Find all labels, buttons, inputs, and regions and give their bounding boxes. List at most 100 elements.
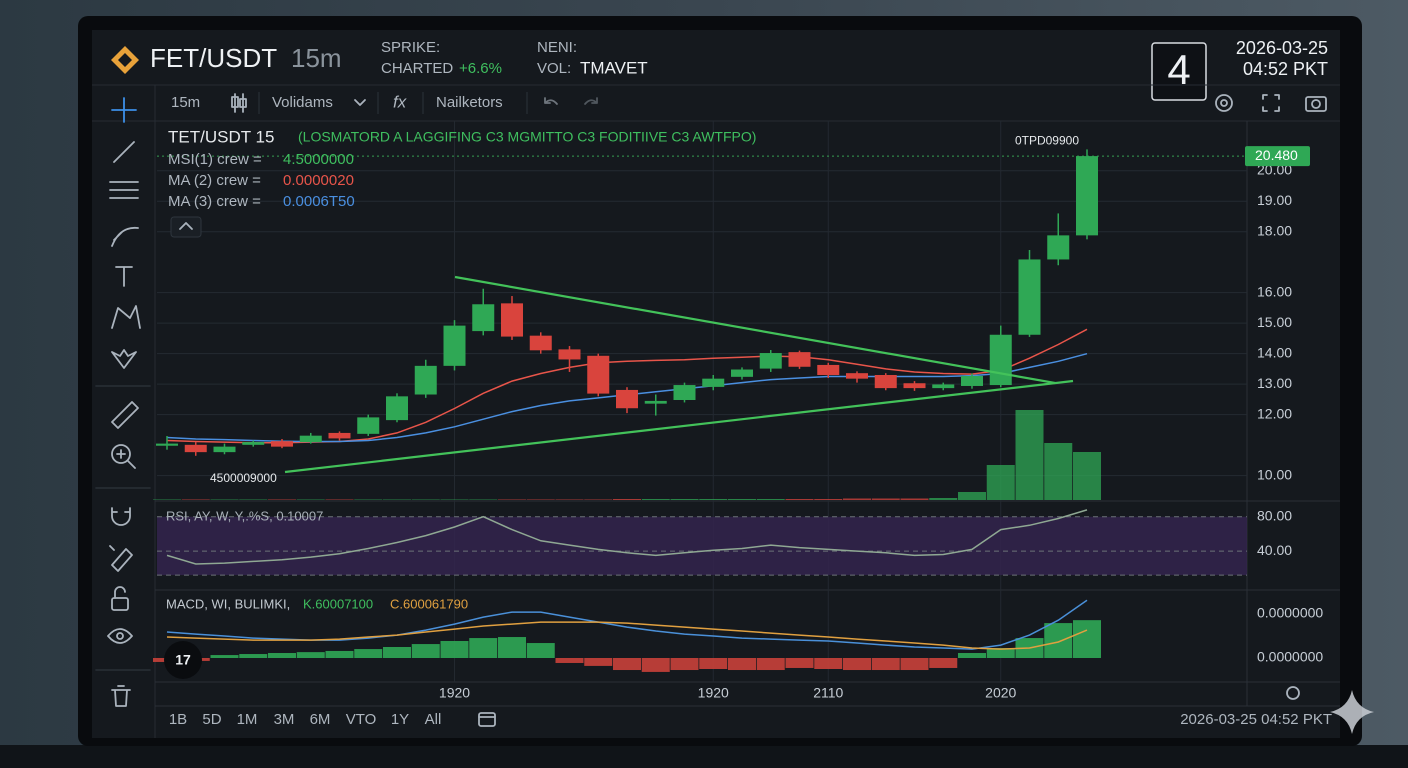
screenshot-button[interactable] (1305, 96, 1327, 112)
pattern-tool[interactable] (111, 305, 141, 329)
date-range-button[interactable] (478, 712, 496, 727)
brush-tool[interactable] (111, 226, 139, 247)
volume-bar (526, 499, 555, 500)
trendline[interactable] (454, 275, 1056, 385)
volume-button[interactable]: Volidams (272, 94, 333, 111)
trendline[interactable] (284, 379, 1074, 474)
volume-bar (814, 499, 843, 500)
y-tick-label: 13.00 (1257, 375, 1292, 391)
volume-bar (929, 498, 958, 500)
text-tool[interactable] (115, 266, 133, 287)
macd-histogram-bar (756, 658, 785, 671)
candle-body (961, 375, 983, 386)
candle-body (443, 325, 466, 366)
sparkle-icon (1330, 690, 1374, 734)
timestamp: 2026-03-25 04:52 PKT (1180, 711, 1332, 728)
candle-body (702, 378, 725, 387)
macd-histogram-bar (670, 658, 699, 671)
toolbar: 15m Volidams fx Nailketors (171, 92, 1327, 114)
badge: 4 (1167, 46, 1190, 93)
y-tick-label: 16.00 (1257, 283, 1292, 299)
macd-histogram-bar (354, 649, 383, 658)
settings-button[interactable] (1215, 94, 1233, 112)
candle-type-button[interactable] (231, 93, 247, 113)
function-button[interactable]: fx (393, 92, 407, 111)
fib-tool[interactable] (109, 181, 139, 199)
readout-name: MA (2) crew = (168, 172, 261, 189)
y-tick-label: 14.00 (1257, 344, 1292, 360)
lock-tool[interactable] (111, 586, 129, 611)
candle-body (213, 446, 236, 453)
candle-body (788, 352, 811, 367)
candle-body (529, 335, 552, 351)
readouts: MSI(1) crew = 4.5000000 MA (2) crew = 0.000… (168, 151, 355, 210)
volume-bar (1015, 410, 1044, 500)
range-button[interactable]: 6M (310, 711, 331, 728)
undo-button[interactable] (544, 97, 558, 105)
volume-bar (728, 499, 756, 500)
header: FET/USDT 15m SPRIKE: CHARTED +6.6% NENI:… (111, 38, 1328, 101)
forecast-tool[interactable] (111, 349, 137, 369)
range-button[interactable]: VTO (346, 711, 377, 728)
candle-body (357, 417, 380, 434)
range-button[interactable]: 1M (237, 711, 258, 728)
y-tick-label: 18.00 (1257, 222, 1292, 238)
range-button[interactable]: 3M (274, 711, 295, 728)
rsi-band (157, 516, 1247, 576)
stat-label: SPRIKE: (381, 39, 440, 56)
line-tool[interactable] (113, 141, 135, 163)
logo (111, 46, 139, 74)
macd-histogram-bar (900, 658, 929, 671)
macd-histogram-bar (469, 638, 498, 658)
annotation: 4500009000 (210, 471, 277, 485)
tv-logo: 17 (164, 641, 202, 679)
redo-button[interactable] (584, 97, 598, 105)
volume-bar (210, 499, 239, 500)
lock-drawings-tool[interactable] (109, 545, 133, 572)
readout-name: MA (3) crew = (168, 193, 261, 210)
candle-body (846, 373, 868, 379)
axis-settings-button[interactable] (1286, 686, 1300, 700)
collapse-button[interactable] (170, 216, 202, 238)
zoom-tool[interactable] (111, 444, 136, 469)
svg-text:17: 17 (175, 652, 191, 668)
badge-box (1151, 42, 1207, 101)
visibility-tool[interactable] (107, 628, 133, 644)
indicators-button[interactable]: Nailketors (436, 94, 503, 111)
dropdown-icon[interactable] (354, 99, 366, 106)
magnet-tool[interactable] (111, 507, 131, 526)
macd-histogram-bar (785, 658, 814, 668)
last-price-tag (1245, 146, 1310, 167)
delete-tool[interactable] (111, 685, 131, 707)
x-tick-label: 1920 (698, 685, 729, 701)
candle-body (1076, 156, 1098, 236)
indicator-line (166, 509, 1088, 565)
macd-histogram-bar (440, 640, 469, 658)
volume-bar (756, 499, 785, 500)
y-tick-label: 0.0000000 (1257, 649, 1323, 665)
crosshair-tool[interactable] (111, 97, 137, 123)
stat-value: TMAVET (580, 58, 648, 77)
candle-body (673, 385, 696, 400)
interval-button[interactable]: 15m (171, 94, 200, 111)
volume-bar (670, 499, 699, 500)
volume-bar (986, 465, 1015, 500)
candle-body (414, 365, 437, 395)
range-button[interactable]: 1Y (391, 711, 409, 728)
fullscreen-button[interactable] (1262, 94, 1280, 112)
symbol[interactable]: FET/USDT (150, 43, 277, 73)
y-tick-label: 10.00 (1257, 466, 1292, 482)
y-tick-label: 15.00 (1257, 314, 1292, 330)
y-tick-label: 0.0000000 (1257, 605, 1323, 621)
macd-histogram-bar (526, 643, 555, 658)
ruler-tool[interactable] (111, 401, 139, 429)
range-button[interactable]: 1B (169, 711, 187, 728)
range-button[interactable]: All (425, 711, 442, 728)
interval[interactable]: 15m (291, 43, 342, 73)
stat-sub: VOL: (537, 60, 571, 77)
macd-histogram-bar (325, 650, 354, 658)
rsi-title: RSI, AY, W, Y,.%S, 0.10007 (166, 508, 323, 523)
range-button[interactable]: 5D (202, 711, 221, 728)
